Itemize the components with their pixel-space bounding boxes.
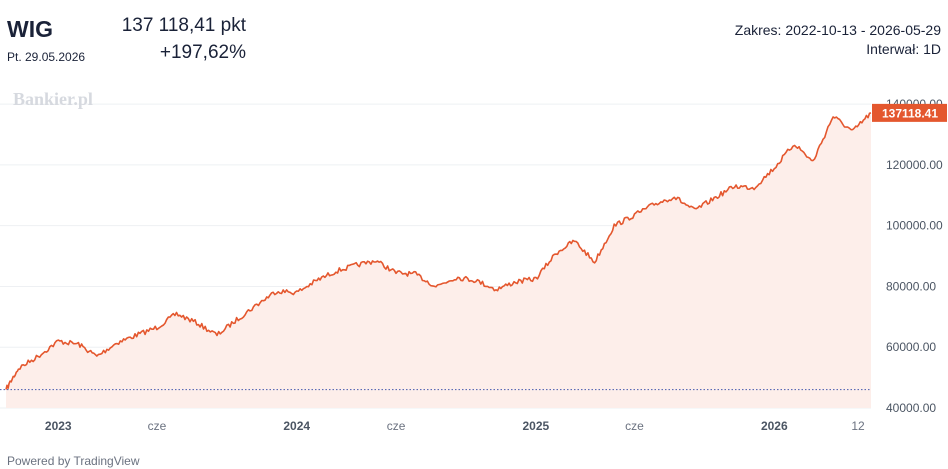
quote-date: Pt. 29.05.2026 xyxy=(7,50,86,64)
y-tick-label: 40000.00 xyxy=(886,401,936,415)
x-tick-label: 2023 xyxy=(45,419,72,433)
last-price: 137 118,41 pkt xyxy=(121,15,246,36)
ticker-symbol: WIG xyxy=(7,16,53,42)
x-tick-label: 2025 xyxy=(522,419,549,433)
date-range: Zakres: 2022-10-13 - 2026-05-29 xyxy=(734,22,941,38)
x-tick-label: cze xyxy=(387,419,406,433)
y-tick-label: 100000.00 xyxy=(886,219,943,233)
x-tick-label: 12 xyxy=(851,419,865,433)
last-value-badge xyxy=(872,103,947,122)
price-change: +197,62% xyxy=(159,42,246,63)
y-tick-label: 80000.00 xyxy=(886,279,936,293)
price-line xyxy=(5,112,872,390)
x-tick-label: 2024 xyxy=(283,419,310,433)
last-value-label: 137118.41 xyxy=(882,106,938,120)
powered-by[interactable]: Powered by TradingView xyxy=(7,454,140,468)
y-tick-label: 120000.00 xyxy=(886,158,943,172)
interval: Interwał: 1D xyxy=(866,41,941,57)
x-tick-label: cze xyxy=(625,419,644,433)
x-tick-label: cze xyxy=(148,419,167,433)
area-fill xyxy=(6,112,871,409)
x-tick-label: 2026 xyxy=(761,419,788,433)
y-tick-label: 60000.00 xyxy=(886,340,936,354)
watermark-logo: Bankier.pl xyxy=(13,89,93,109)
